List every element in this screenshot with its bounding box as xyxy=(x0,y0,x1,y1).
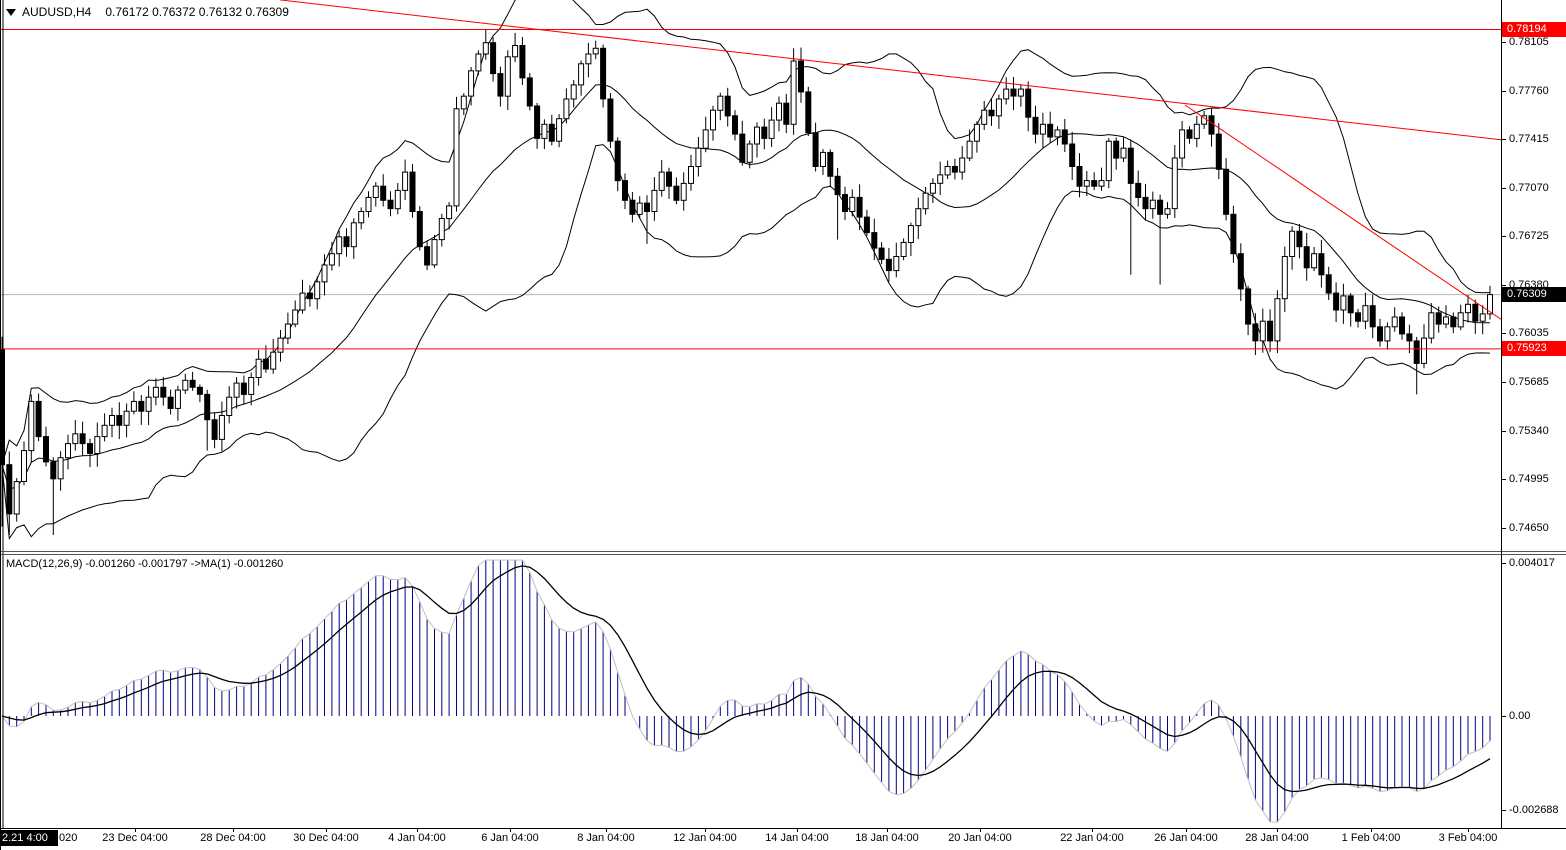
price-axis-label: 0.76035 xyxy=(1509,327,1549,339)
price-tick xyxy=(1501,333,1506,334)
chart-header: AUDUSD,H4 0.76172 0.76372 0.76132 0.76309 xyxy=(6,5,289,19)
macd-line[interactable] xyxy=(1,559,1491,823)
time-axis-label: 3 Feb 04:00 xyxy=(1438,832,1498,844)
price-axis-label: 0.77070 xyxy=(1509,182,1549,194)
price-badge-red: 0.75923 xyxy=(1502,341,1566,356)
price-tick xyxy=(1501,382,1506,383)
time-axis-label: 8 Jan 04:00 xyxy=(577,832,635,844)
time-tick xyxy=(1277,828,1278,832)
price-tick xyxy=(1501,285,1506,286)
price-tick xyxy=(1501,479,1506,480)
axis-border xyxy=(1501,0,1502,828)
price-tick xyxy=(1501,236,1506,237)
time-tick xyxy=(233,828,234,832)
time-axis-label: 28 Jan 04:00 xyxy=(1245,832,1309,844)
time-tick xyxy=(887,828,888,832)
price-tick xyxy=(1501,91,1506,92)
window-left-border xyxy=(0,0,1,850)
time-axis-label: 22 Jan 04:00 xyxy=(1060,832,1124,844)
price-tick xyxy=(1501,188,1506,189)
time-axis-label: 26 Jan 04:00 xyxy=(1154,832,1218,844)
price-axis-label: 0.74995 xyxy=(1509,473,1549,485)
macd-tick xyxy=(1501,716,1506,717)
time-axis-label: 14 Jan 04:00 xyxy=(765,832,829,844)
panel-separator-line2 xyxy=(0,554,1566,555)
time-axis-label: 6 Jan 04:00 xyxy=(481,832,539,844)
time-axis-label: 23 Dec 04:00 xyxy=(102,832,168,844)
price-axis-label: 0.78105 xyxy=(1509,36,1549,48)
price-axis-label: 0.74650 xyxy=(1509,522,1549,534)
time-tick xyxy=(1468,828,1469,832)
price-axis-label: 0.75685 xyxy=(1509,376,1549,388)
macd-axis-label: 0.00 xyxy=(1509,710,1531,722)
symbol-period-label: AUDUSD,H4 xyxy=(22,5,92,19)
macd-axis-label: 0.004017 xyxy=(1509,557,1555,569)
price-tick xyxy=(1501,42,1506,43)
price-badge-black: 0.76309 xyxy=(1502,287,1566,302)
price-axis-label: 0.75340 xyxy=(1509,425,1549,437)
time-axis-label: 4 Jan 04:00 xyxy=(388,832,446,844)
time-axis-label: 12 Jan 04:00 xyxy=(673,832,737,844)
time-label-partial: 020 xyxy=(59,832,78,844)
time-tick xyxy=(980,828,981,832)
macd-indicator-canvas[interactable] xyxy=(0,556,1502,828)
time-axis-label: 18 Jan 04:00 xyxy=(855,832,919,844)
time-axis-label: 1 Feb 04:00 xyxy=(1341,832,1401,844)
trend-line[interactable] xyxy=(279,0,1502,141)
macd-axis-label: -0.002688 xyxy=(1509,804,1559,816)
time-tick xyxy=(135,828,136,832)
price-axis-label: 0.76725 xyxy=(1509,230,1549,242)
time-tick xyxy=(1186,828,1187,832)
time-axis-label: 28 Dec 04:00 xyxy=(200,832,266,844)
time-tick xyxy=(606,828,607,832)
price-tick xyxy=(1501,528,1506,529)
price-tick xyxy=(1501,431,1506,432)
macd-tick xyxy=(1501,810,1506,811)
bollinger-middle-band[interactable] xyxy=(1,84,1490,490)
time-tick xyxy=(1371,828,1372,832)
quote-dropdown-icon[interactable] xyxy=(6,9,16,17)
time-tick xyxy=(1092,828,1093,832)
bollinger-lower-band[interactable] xyxy=(1,144,1491,540)
macd-tick xyxy=(1501,563,1506,564)
ohlc-readout: 0.76172 0.76372 0.76132 0.76309 xyxy=(105,5,289,19)
time-tick xyxy=(417,828,418,832)
price-chart-canvas[interactable] xyxy=(0,0,1502,556)
time-tick xyxy=(326,828,327,832)
macd-indicator-label: MACD(12,26,9) -0.001260 -0.001797 ->MA(1… xyxy=(6,558,284,570)
time-tick xyxy=(705,828,706,832)
time-axis-label: 20 Jan 04:00 xyxy=(948,832,1012,844)
time-axis-label: 30 Dec 04:00 xyxy=(293,832,359,844)
price-axis-label: 0.77415 xyxy=(1509,133,1549,145)
bollinger-upper-band[interactable] xyxy=(1,0,1491,465)
price-tick xyxy=(1501,139,1506,140)
trend-line[interactable] xyxy=(1184,104,1502,321)
time-tick xyxy=(797,828,798,832)
panel-separator-line[interactable] xyxy=(0,551,1566,552)
crosshair-time-badge: 2.21 4:00 xyxy=(0,830,58,846)
price-axis-label: 0.77760 xyxy=(1509,85,1549,97)
macd-signal-line[interactable] xyxy=(1,565,1491,793)
price-badge-red: 0.78194 xyxy=(1502,22,1566,37)
time-axis-border xyxy=(0,828,1566,829)
time-tick xyxy=(510,828,511,832)
